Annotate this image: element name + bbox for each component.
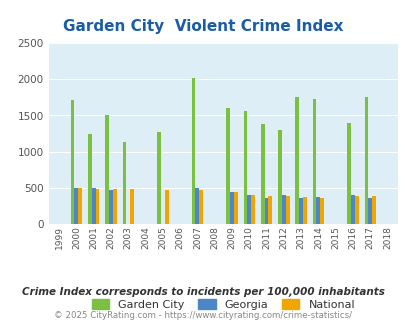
Bar <box>70 100 74 224</box>
Bar <box>295 97 298 224</box>
Bar <box>191 79 195 224</box>
Text: Garden City  Violent Crime Index: Garden City Violent Crime Index <box>63 19 342 34</box>
Bar <box>157 132 160 224</box>
Bar <box>226 108 230 224</box>
Bar <box>113 189 116 224</box>
Bar <box>367 198 371 224</box>
Bar <box>247 195 251 224</box>
Bar <box>350 195 354 224</box>
Legend: Garden City, Georgia, National: Garden City, Georgia, National <box>92 299 354 310</box>
Bar <box>264 198 268 224</box>
Bar <box>105 115 109 224</box>
Bar <box>233 192 237 224</box>
Bar <box>285 196 289 224</box>
Bar <box>109 190 113 224</box>
Bar <box>251 195 254 224</box>
Bar <box>315 197 320 224</box>
Bar <box>364 97 367 224</box>
Bar <box>74 188 78 224</box>
Bar <box>320 198 323 224</box>
Bar <box>298 198 302 224</box>
Bar <box>346 123 350 224</box>
Bar <box>95 189 99 224</box>
Bar <box>122 142 126 224</box>
Text: © 2025 CityRating.com - https://www.cityrating.com/crime-statistics/: © 2025 CityRating.com - https://www.city… <box>54 311 351 320</box>
Bar <box>92 188 95 224</box>
Bar <box>199 190 202 224</box>
Bar <box>130 189 134 224</box>
Text: Crime Index corresponds to incidents per 100,000 inhabitants: Crime Index corresponds to incidents per… <box>21 287 384 297</box>
Bar <box>281 195 285 224</box>
Bar <box>195 188 199 224</box>
Bar <box>302 197 306 224</box>
Bar <box>268 196 271 224</box>
Bar <box>243 111 247 224</box>
Bar <box>260 124 264 224</box>
Bar <box>371 196 375 224</box>
Bar <box>230 192 233 224</box>
Bar <box>312 99 315 224</box>
Bar <box>277 130 281 224</box>
Bar <box>78 188 82 224</box>
Bar <box>164 190 168 224</box>
Bar <box>88 134 92 224</box>
Bar <box>354 196 358 224</box>
